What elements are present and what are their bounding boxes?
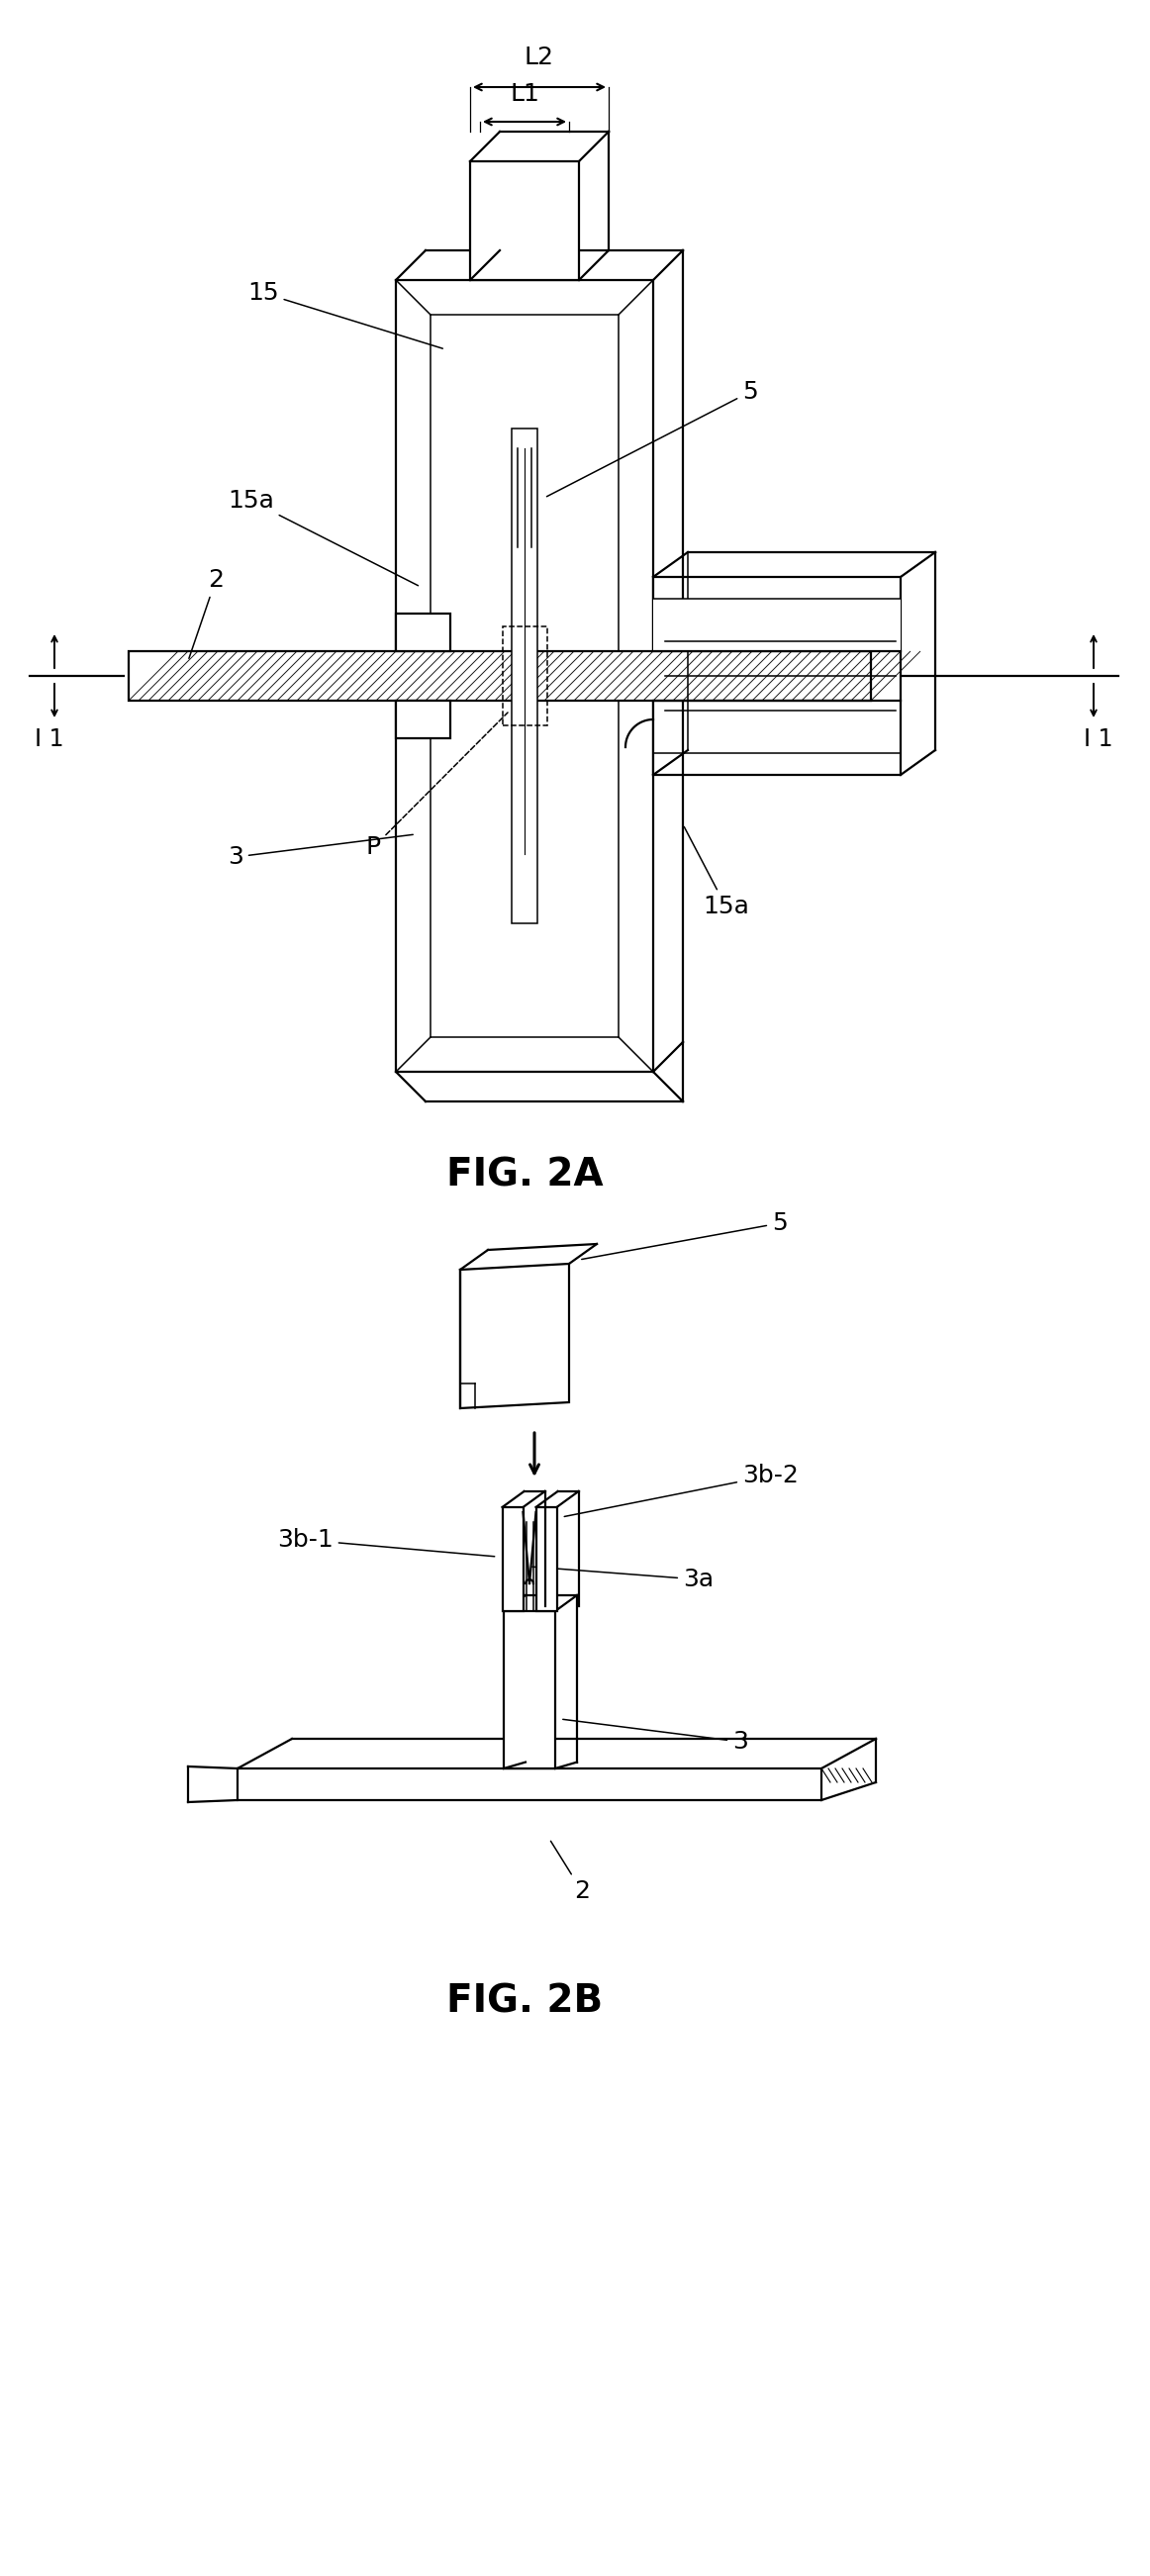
Bar [653,598,900,652]
Text: 2: 2 [551,1842,590,1904]
Polygon shape [503,1507,523,1610]
Text: L1: L1 [509,82,539,106]
Bar [396,701,451,739]
Polygon shape [536,1507,557,1610]
Bar [504,1610,555,1770]
Bar [238,1770,821,1801]
Text: FIG. 2A: FIG. 2A [446,1157,603,1193]
Text: FIG. 2B: FIG. 2B [446,1981,603,2020]
Bar [396,613,451,652]
Text: 15a: 15a [684,827,749,920]
Bar [396,281,653,1072]
Text: I 1: I 1 [34,726,64,752]
Bar [129,652,871,701]
Text: 3: 3 [228,835,413,868]
Text: 3b-1: 3b-1 [277,1528,494,1556]
Bar [512,428,537,922]
Text: 5: 5 [582,1211,788,1260]
Text: P: P [366,714,508,858]
Text: 3a: 3a [532,1566,714,1592]
Text: I 1: I 1 [1084,726,1113,752]
Text: 5: 5 [546,381,758,497]
Text: 3b-2: 3b-2 [565,1463,798,1517]
Text: 15a: 15a [228,489,419,585]
Text: 3: 3 [562,1718,748,1754]
Bar [470,162,578,281]
Text: L2: L2 [524,46,554,70]
Bar [653,577,900,775]
Polygon shape [460,1265,569,1409]
Bar [503,626,546,726]
Text: 2: 2 [189,569,223,659]
Text: 15: 15 [247,281,443,348]
